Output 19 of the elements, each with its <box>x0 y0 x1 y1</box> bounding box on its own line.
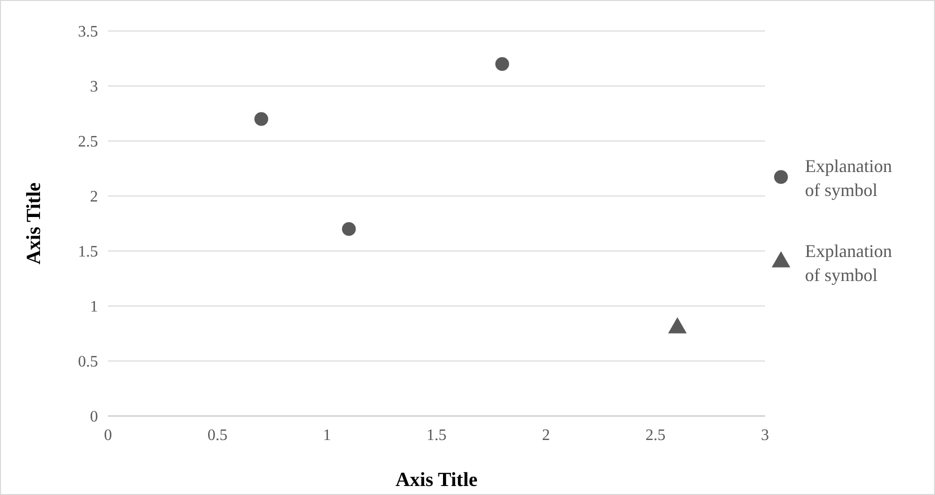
legend-label: Explanation of symbol <box>805 156 892 200</box>
x-axis-title: Axis Title <box>395 469 478 491</box>
x-tick-label: 0.5 <box>208 427 228 444</box>
y-tick-label: 2.5 <box>78 134 98 151</box>
x-tick-label: 3 <box>761 427 769 444</box>
y-tick-label: 3.5 <box>78 24 98 41</box>
x-tick-label: 2 <box>542 427 550 444</box>
legend-label: Explanation of symbol <box>805 241 892 285</box>
y-tick-label: 1 <box>90 298 98 316</box>
x-tick-label: 1.5 <box>426 427 446 444</box>
y-tick-label: 0 <box>90 408 98 426</box>
x-tick-label: 0 <box>104 427 112 444</box>
y-tick-label: 2 <box>90 188 98 206</box>
x-tick-label: 1 <box>323 427 331 444</box>
y-tick-label: 3 <box>90 78 98 96</box>
x-tick-label: 2.5 <box>646 427 666 444</box>
y-tick-label: 0.5 <box>78 354 98 371</box>
y-tick-label: 1.5 <box>78 244 98 261</box>
y-axis-title: Axis Title <box>23 182 45 265</box>
